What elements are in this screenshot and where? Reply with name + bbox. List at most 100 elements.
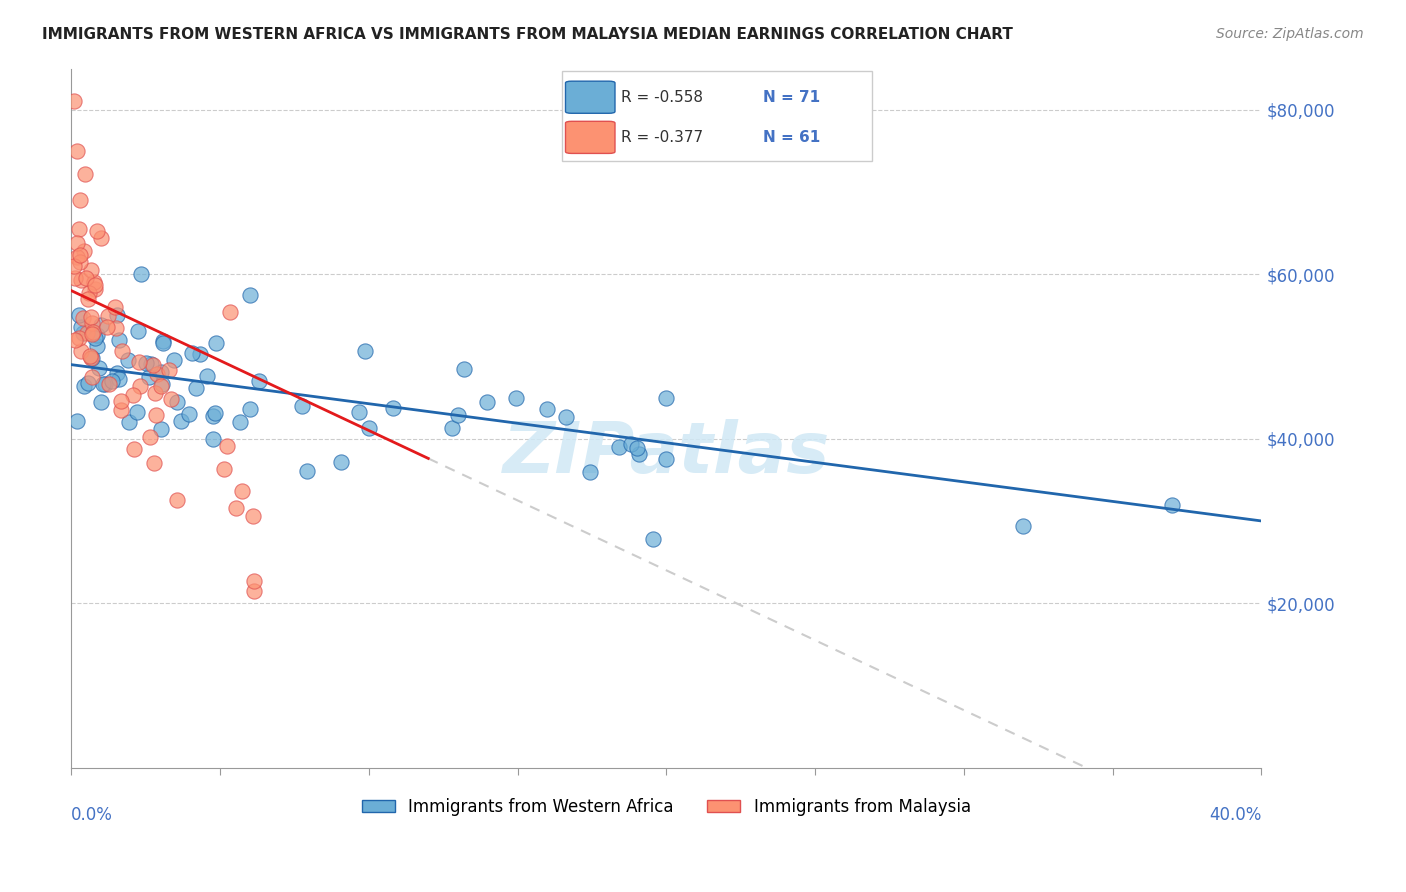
Point — [67, 308, 90, 322]
Point — [75, 271, 97, 285]
Point — [128, 354, 150, 368]
Point — [453, 362, 475, 376]
Point — [138, 430, 160, 444]
Point — [291, 399, 314, 413]
Point — [441, 421, 464, 435]
Point — [655, 391, 678, 405]
Point — [249, 375, 271, 389]
Point — [83, 275, 105, 289]
Point — [239, 287, 262, 301]
Point — [357, 421, 380, 435]
Point — [80, 326, 103, 341]
Point — [127, 405, 149, 419]
Legend: Immigrants from Western Africa, Immigrants from Malaysia: Immigrants from Western Africa, Immigran… — [354, 791, 977, 822]
Point — [330, 455, 353, 469]
Point — [218, 305, 240, 319]
Point — [86, 328, 108, 343]
Point — [73, 244, 96, 258]
Point — [105, 367, 128, 381]
Point — [110, 403, 132, 417]
Point — [212, 462, 235, 476]
Point — [118, 415, 141, 429]
Point — [231, 483, 253, 498]
Point — [225, 501, 247, 516]
Point — [63, 95, 86, 109]
Point — [66, 414, 89, 428]
FancyBboxPatch shape — [562, 71, 872, 161]
Point — [80, 351, 103, 365]
Point — [242, 508, 264, 523]
Point — [65, 333, 87, 347]
Point — [67, 222, 90, 236]
Point — [127, 324, 149, 338]
Point — [157, 362, 180, 376]
Point — [69, 273, 91, 287]
Point — [107, 333, 129, 347]
Point — [160, 392, 183, 406]
Point — [184, 380, 207, 394]
Point — [72, 326, 94, 340]
Point — [166, 394, 188, 409]
Point — [475, 395, 498, 409]
Point — [69, 248, 91, 262]
Point — [63, 260, 86, 274]
Point — [82, 326, 104, 340]
Point — [129, 379, 152, 393]
Point — [97, 309, 120, 323]
Point — [80, 351, 103, 365]
Point — [66, 250, 89, 264]
Point — [66, 235, 89, 250]
Point — [91, 376, 114, 391]
Point — [63, 271, 86, 285]
Text: R = -0.558: R = -0.558 — [621, 90, 703, 104]
Point — [110, 393, 132, 408]
Point — [195, 368, 218, 383]
Point — [80, 310, 103, 324]
Text: R = -0.377: R = -0.377 — [621, 130, 703, 145]
Point — [626, 442, 648, 456]
Point — [105, 320, 128, 334]
Point — [69, 255, 91, 269]
Point — [87, 360, 110, 375]
Point — [73, 379, 96, 393]
Point — [86, 224, 108, 238]
Point — [145, 367, 167, 381]
Point — [122, 442, 145, 457]
Point — [354, 344, 377, 359]
Point — [177, 407, 200, 421]
Point — [204, 335, 226, 350]
Point — [82, 316, 104, 330]
Point — [77, 376, 100, 390]
Point — [152, 334, 174, 348]
Text: N = 61: N = 61 — [763, 130, 821, 145]
Point — [129, 267, 152, 281]
Point — [347, 405, 370, 419]
Point — [69, 344, 91, 359]
Point — [150, 365, 173, 379]
Point — [90, 231, 112, 245]
Point — [152, 336, 174, 351]
Point — [149, 422, 172, 436]
Point — [70, 320, 93, 334]
Point — [142, 358, 165, 372]
Point — [655, 451, 678, 466]
Point — [76, 326, 98, 340]
Point — [145, 408, 167, 422]
Point — [163, 352, 186, 367]
Point — [139, 357, 162, 371]
Point — [641, 533, 664, 547]
Point — [382, 401, 405, 415]
Point — [217, 439, 239, 453]
Point — [150, 377, 173, 392]
Point — [554, 409, 576, 424]
Point — [1012, 519, 1035, 533]
Point — [204, 406, 226, 420]
Point — [190, 346, 212, 360]
Point — [1161, 499, 1184, 513]
Point — [150, 379, 173, 393]
Point — [628, 447, 651, 461]
Point — [229, 415, 252, 429]
Point — [83, 331, 105, 345]
Point — [105, 308, 128, 322]
Text: IMMIGRANTS FROM WESTERN AFRICA VS IMMIGRANTS FROM MALAYSIA MEDIAN EARNINGS CORRE: IMMIGRANTS FROM WESTERN AFRICA VS IMMIGR… — [42, 27, 1014, 42]
